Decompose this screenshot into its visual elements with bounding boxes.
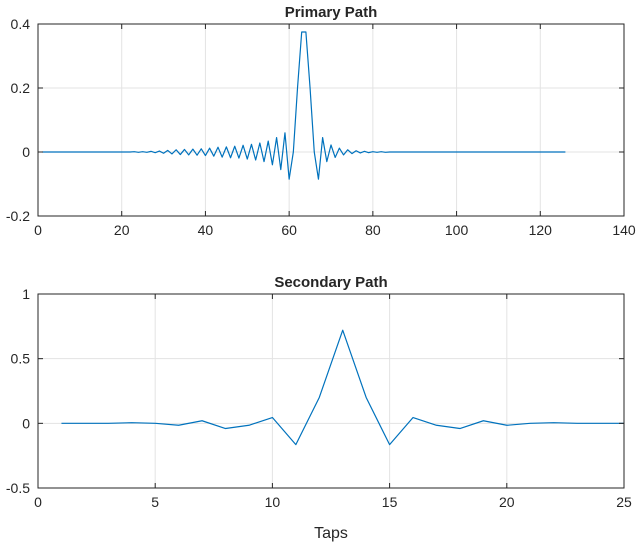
x-tick-label: 10 [265, 494, 281, 510]
x-tick-label: 0 [34, 494, 42, 510]
x-tick-label: 100 [445, 222, 469, 238]
axes-box [37, 23, 625, 217]
series-line [61, 329, 624, 446]
y-tick-label: 0.5 [11, 351, 31, 367]
y-tick-label: -0.5 [6, 480, 30, 496]
secondary-path-chart: Secondary Path Taps 0 5 10 15 20 25-0.500.51 [6, 274, 632, 542]
x-tick-label: 120 [529, 222, 553, 238]
chart-title: Primary Path [285, 4, 378, 21]
y-tick-label: 0.2 [11, 80, 31, 96]
y-tick-label: 0.4 [11, 16, 31, 32]
plot-area [38, 24, 624, 216]
y-tick-label: 0 [22, 415, 30, 431]
series-line [42, 31, 566, 180]
x-tick-label: 5 [151, 494, 159, 510]
x-tick-label: 20 [114, 222, 130, 238]
x-tick-label: 140 [612, 222, 636, 238]
x-tick-label: 25 [616, 494, 632, 510]
primary-path-chart: Primary Path 0 20 40 60 80 100 120 140-0.200.20… [6, 4, 636, 238]
y-tick-label: 1 [22, 286, 30, 302]
x-tick-label: 80 [365, 222, 381, 238]
x-tick-label: 0 [34, 222, 42, 238]
y-tick-label: -0.2 [6, 208, 30, 224]
x-tick-label: 60 [281, 222, 297, 238]
x-tick-label: 15 [382, 494, 398, 510]
plot-area [38, 294, 624, 488]
x-axis-label: Taps [314, 525, 348, 542]
axes-box [37, 293, 625, 489]
y-tick-label: 0 [22, 144, 30, 160]
x-tick-label: 20 [499, 494, 515, 510]
chart-title: Secondary Path [274, 274, 387, 291]
x-tick-label: 40 [198, 222, 214, 238]
